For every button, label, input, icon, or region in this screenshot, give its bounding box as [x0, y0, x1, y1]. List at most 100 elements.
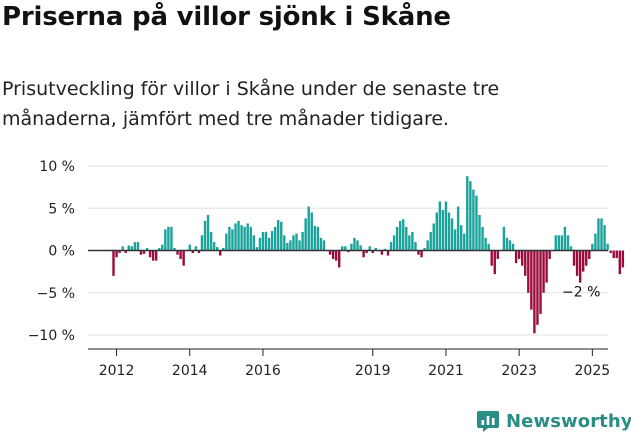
bar	[246, 223, 249, 251]
bar	[322, 240, 326, 251]
bar	[511, 243, 515, 251]
bar	[161, 244, 164, 251]
bar	[188, 244, 191, 251]
bar	[517, 250, 521, 259]
bar	[277, 220, 280, 251]
bar	[127, 245, 130, 251]
bar	[423, 247, 426, 251]
newsworthy-logo: Newsworthy	[476, 408, 631, 434]
bar	[258, 237, 262, 251]
bar	[130, 246, 133, 251]
bar	[612, 250, 615, 259]
bar	[435, 212, 438, 251]
bar	[493, 250, 496, 275]
bar	[569, 246, 573, 251]
bar	[475, 195, 478, 251]
bar	[319, 237, 323, 251]
bar	[444, 201, 448, 251]
bar	[304, 218, 307, 251]
bar	[456, 206, 460, 251]
bar	[533, 250, 536, 334]
bar	[261, 231, 265, 251]
bar	[136, 242, 140, 251]
bar	[280, 221, 283, 251]
bar	[167, 226, 170, 251]
bar	[139, 250, 143, 255]
chart-title: Priserna på villor sjönk i Skåne	[2, 2, 451, 32]
bar	[142, 250, 146, 254]
bar	[481, 226, 484, 251]
bar	[124, 250, 127, 254]
bar	[392, 235, 396, 251]
bar	[362, 250, 365, 258]
bar	[450, 218, 454, 251]
gridlines	[88, 165, 608, 336]
bar	[331, 250, 335, 259]
brand-name: Newsworthy	[506, 410, 631, 432]
bar	[508, 240, 512, 251]
bar	[197, 250, 201, 254]
bar	[383, 248, 387, 251]
bar	[380, 250, 384, 255]
y-tick-label: 0 %	[48, 244, 75, 260]
bar	[313, 226, 316, 251]
bar	[298, 240, 301, 251]
bar	[578, 250, 582, 283]
bar	[560, 235, 564, 251]
bar	[176, 250, 179, 255]
annotation-label: −2 %	[562, 284, 600, 300]
bar	[179, 250, 182, 259]
bar	[530, 250, 533, 310]
bar	[548, 250, 551, 259]
bar	[524, 250, 527, 276]
x-tick-label: 2021	[428, 363, 464, 379]
bar	[597, 218, 600, 251]
bar	[539, 250, 542, 314]
bar-chart: 10 % 5 % 0 % −5 % −10 % 2012 2014 2016 2019 2021…	[28, 159, 625, 379]
bar	[334, 250, 338, 261]
bar	[283, 235, 286, 251]
bar	[234, 223, 237, 251]
bar	[603, 225, 606, 251]
bar	[502, 226, 506, 251]
bar	[286, 242, 289, 251]
bar	[374, 247, 377, 251]
bar	[289, 240, 292, 251]
bar	[463, 233, 466, 251]
y-tick-label: 10 %	[39, 159, 75, 175]
bar	[158, 247, 161, 251]
bar	[411, 231, 414, 251]
bar	[341, 246, 344, 251]
bar	[575, 250, 579, 276]
bar	[133, 242, 137, 251]
bar	[219, 250, 222, 256]
bar	[621, 250, 625, 268]
bar	[255, 247, 259, 251]
bar	[389, 242, 393, 251]
bar	[447, 212, 451, 251]
bar	[554, 235, 557, 251]
bar	[606, 243, 609, 251]
bar	[194, 246, 198, 251]
bar	[521, 250, 524, 266]
bar	[338, 250, 341, 268]
bar	[505, 237, 509, 251]
bar	[237, 220, 240, 251]
bar	[545, 250, 548, 283]
annotations: −2 %	[562, 284, 600, 300]
bar	[112, 250, 115, 276]
bar	[395, 226, 399, 251]
bar	[572, 250, 576, 266]
bar	[588, 250, 591, 259]
bar	[118, 250, 121, 254]
bar	[292, 235, 295, 251]
bar	[609, 250, 612, 254]
bar	[582, 250, 585, 272]
bar	[273, 226, 277, 251]
bar	[344, 246, 347, 251]
bar	[307, 206, 310, 251]
bar	[249, 226, 252, 251]
bar	[121, 246, 124, 251]
bar	[267, 237, 271, 251]
bar	[414, 242, 417, 251]
